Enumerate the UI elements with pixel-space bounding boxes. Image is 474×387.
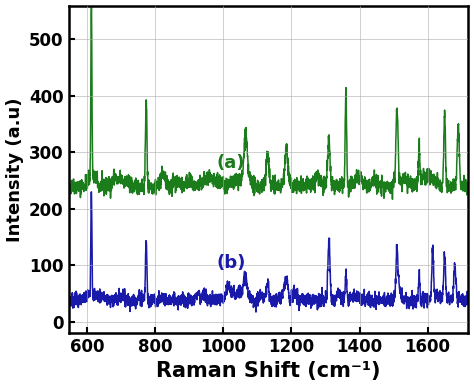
Text: (a): (a) [217,154,245,172]
Y-axis label: Intensity (a.u): Intensity (a.u) [6,97,24,241]
X-axis label: Raman Shift (cm⁻¹): Raman Shift (cm⁻¹) [156,361,381,382]
Text: (b): (b) [217,254,246,272]
